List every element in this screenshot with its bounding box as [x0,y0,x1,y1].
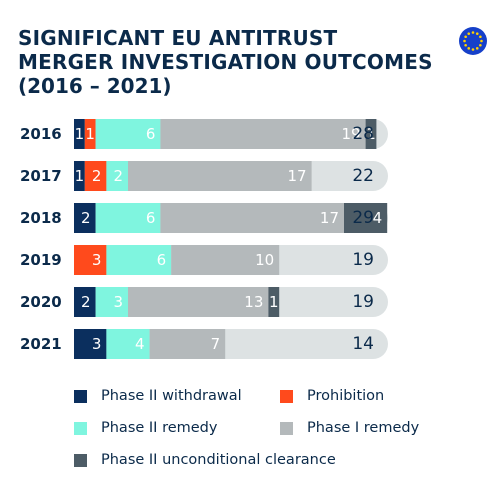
bar-segment-phase1-remedy [160,119,366,149]
legend-label: Phase II remedy [101,420,218,436]
flag-star [475,32,479,35]
segment-value-label: 6 [146,125,156,143]
flag-star [471,31,475,34]
total-value-label: 19 [352,250,374,270]
legend-swatch [280,421,293,435]
segment-value-label: 3 [92,251,102,269]
bar-segment-prohibition [84,119,96,149]
bar-segment-phase2-withdrawal [74,287,96,317]
chart-subtitle: (2016 – 2021) [18,74,172,98]
segment-value-label: 4 [373,209,383,227]
total-value-label: 29 [352,208,374,228]
legend-item-prohibition: Prohibition [280,388,384,404]
segment-value-label: 6 [157,251,167,269]
legend-item-phase1-remedy: Phase I remedy [280,420,419,436]
bar-segment-phase2-remedy [106,161,128,191]
legend-label: Phase II unconditional clearance [101,452,336,468]
bar-segment-phase1-remedy [128,161,312,191]
bar-segment-prohibition [84,161,107,191]
segment-value-label: 17 [288,167,307,185]
flag-star [479,43,482,47]
segment-value-label: 2 [81,209,91,227]
bar-segment-phase2-remedy [95,287,128,317]
segment-value-label: 3 [92,335,102,353]
eu-flag-icon [459,27,487,55]
bar-segment-phase2-remedy [95,203,161,233]
segment-value-label: 1 [75,125,85,143]
legend-swatch [74,421,87,435]
segment-value-label: 1 [75,167,85,185]
legend-label: Phase II withdrawal [101,388,242,404]
segment-value-label: 1 [269,293,279,311]
segment-value-label: 6 [146,209,156,227]
chart-legend: Phase II withdrawal Prohibition Phase II r… [74,388,494,488]
segment-value-label: 10 [255,251,274,269]
legend-swatch [74,453,87,467]
flag-star [463,39,466,43]
year-label: 2021 [20,335,62,353]
legend-swatch [280,389,293,403]
year-label: 2016 [20,125,62,143]
bar-segment-phase2-remedy [95,119,161,149]
flag-star [479,35,482,39]
segment-value-label: 17 [320,209,339,227]
legend-label: Phase I remedy [307,420,420,436]
total-value-label: 22 [352,166,374,186]
bar-segment-phase1-remedy [160,203,344,233]
legend-label: Prohibition [307,388,385,404]
segment-value-label: 1 [366,125,376,143]
bar-segment-phase2-remedy [106,329,150,359]
total-value-label: 19 [352,292,374,312]
segment-value-label: 3 [113,293,123,311]
year-label: 2017 [20,167,62,185]
legend-item-phase2-unconditional: Phase II unconditional clearance [74,452,336,468]
segment-value-label: 2 [81,293,91,311]
legend-item-phase2-remedy: Phase II remedy [74,420,217,436]
chart-title: SIGNIFICANT EU ANTITRUST MERGER INVESTIG… [18,26,433,74]
bar-segment-phase1-remedy [149,329,226,359]
bar-segment-phase2-withdrawal [74,161,85,191]
legend-item-phase2-withdrawal: Phase II withdrawal [74,388,242,404]
bar-segment-phase2-withdrawal [74,329,107,359]
segment-value-label: 19 [342,125,361,143]
total-value-label: 14 [352,334,374,354]
segment-value-label: 2 [92,167,102,185]
segment-value-label: 1 [85,125,95,143]
flag-star [471,48,475,51]
bar-segment-phase2-unconditional [344,203,388,233]
bar-segment-phase2-unconditional [268,287,280,317]
year-label: 2020 [20,293,62,311]
flag-star [480,39,483,43]
year-label: 2019 [20,251,62,269]
bar-segment-phase1-remedy [128,287,269,317]
bar-segment-phase2-withdrawal [74,119,85,149]
segment-value-label: 7 [211,335,221,353]
bar-segment-phase2-remedy [106,245,172,275]
bar-segment-phase2-unconditional [365,119,377,149]
flag-star [467,47,471,50]
bar-segment-prohibition [74,245,107,275]
bar-segment-phase2-withdrawal [74,203,96,233]
segment-value-label: 4 [135,335,145,353]
bar-segment-phase1-remedy [171,245,280,275]
flag-star [464,43,467,47]
legend-swatch [74,389,87,403]
year-label: 2018 [20,209,62,227]
flag-star [467,32,471,35]
segment-value-label: 13 [244,293,263,311]
segment-value-label: 2 [113,167,123,185]
flag-star [464,35,467,39]
flag-star [475,47,479,50]
total-value-label: 28 [352,124,374,144]
